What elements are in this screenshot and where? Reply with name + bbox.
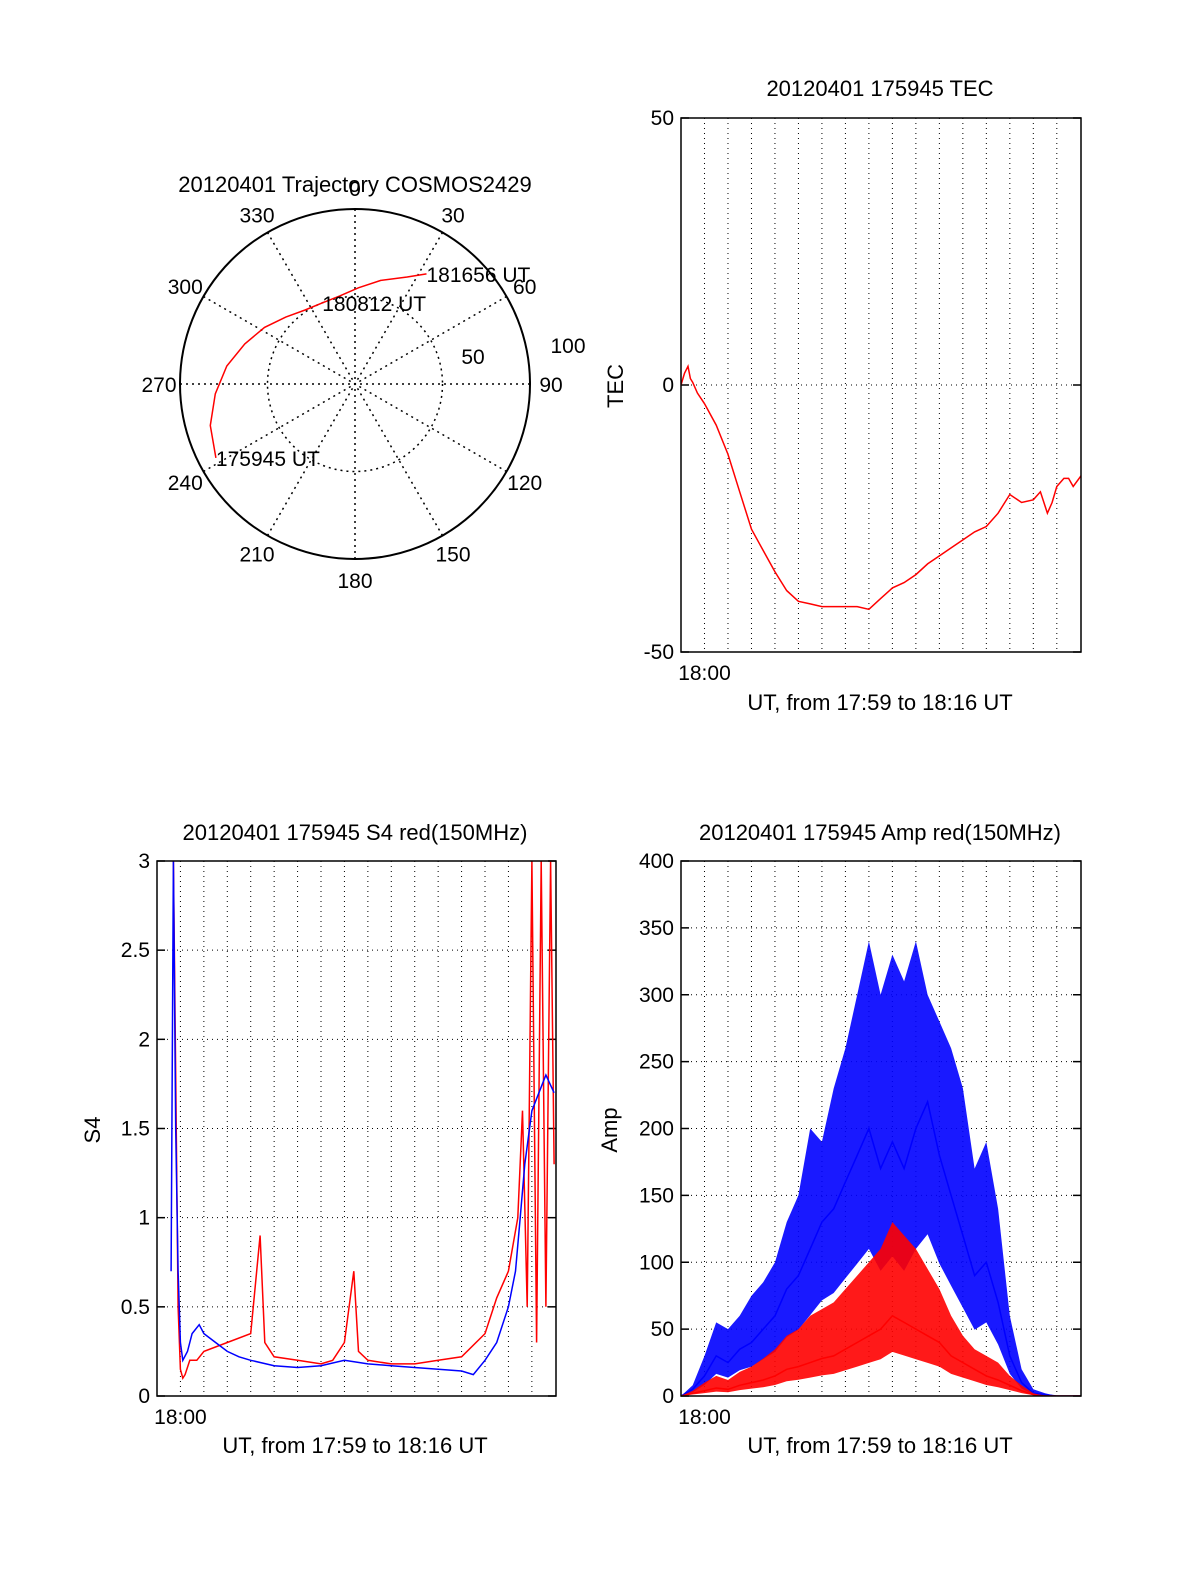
s4-grid: 0 0.5 1 1.5 2 2.5 3 18:00 [121,850,556,1429]
polar-series [209,273,427,459]
s4-ytick-label: 0 [138,1385,150,1408]
polar-azimuth-label: 300 [168,276,203,299]
amp-frame [680,860,1082,1397]
s4-title: 20120401 175945 S4 red(150MHz) [183,820,528,845]
polar-azimuth-label: 150 [435,544,470,567]
polar-azimuth-label: 90 [539,374,562,397]
s4-blue-line [170,861,555,1376]
amp-ytick-label: 0 [662,1385,674,1408]
polar-ring-50 [266,295,444,473]
polar-azimuth-label: 210 [239,544,274,567]
polar-azimuth-label: 330 [239,204,274,227]
amp-ytick-label: 350 [639,917,674,940]
s4-ytick-label: 2 [138,1028,150,1051]
polar-azimuth-label: 180 [337,570,372,593]
tec-xlabel: UT, from 17:59 to 18:16 UT [747,690,1012,715]
amp-ytick-label: 250 [639,1051,674,1074]
tec-xtick-label: 18:00 [678,662,731,685]
amp-ytick-label: 300 [639,984,674,1007]
tec-ytick-label: 0 [662,374,674,397]
polar-spoke [266,232,444,536]
polar-time-annotation: 180812 UT [322,293,426,316]
polar-azimuth-label: 30 [441,204,464,227]
tec-ytick-label: -50 [644,641,674,664]
tec-red-line [681,363,1081,611]
amp-red-envelope [681,1222,1081,1396]
amp-ylabel: Amp [597,1107,622,1152]
s4-ytick-label: 0.5 [121,1296,150,1319]
tec-ylabel: TEC [603,364,628,408]
polar-radius-label: 50 [461,346,484,369]
s4-series-group [170,861,555,1381]
tec-title: 20120401 175945 TEC [766,76,993,101]
tec-series-group [681,363,1081,611]
amp-ytick-label: 200 [639,1118,674,1141]
s4-xlabel: UT, from 17:59 to 18:16 UT [222,1433,487,1458]
polar-azimuth-label: 240 [168,472,203,495]
polar-azimuth-label: 270 [141,374,176,397]
polar-time-annotation: 175945 UT [216,448,320,471]
polar-azimuth-label: 120 [507,472,542,495]
amp-series-group [681,941,1081,1396]
polar-time-annotation: 181656 UT [426,264,530,287]
amp-xlabel: UT, from 17:59 to 18:16 UT [747,1433,1012,1458]
amp-ytick-label: 100 [639,1251,674,1274]
polar-outer-ring [179,208,531,560]
s4-red-line [172,861,555,1381]
polar-trajectory-line [209,273,427,459]
s4-ytick-label: 2.5 [121,939,150,962]
polar-grid [180,209,530,559]
polar-title: 20120401 Trajectory COSMOS2429 [178,172,531,197]
s4-ylabel: S4 [80,1117,105,1144]
tec-grid: -50 0 50 18:00 [644,107,1081,685]
s4-ytick-label: 1 [138,1207,150,1230]
polar-radius-label: 100 [550,335,585,358]
polar-azimuth-label: 60 [513,276,536,299]
amp-blue-line [681,1099,1081,1396]
s4-xtick-label: 18:00 [154,1406,207,1429]
amp-title: 20120401 175945 Amp red(150MHz) [699,820,1061,845]
amp-red-line [681,1314,1081,1396]
tec-ytick-label: 50 [651,107,674,130]
amp-ytick-label: 50 [651,1318,674,1341]
s4-frame [156,860,557,1397]
amp-ytick-label: 400 [639,850,674,873]
amp-ytick-label: 150 [639,1184,674,1207]
amp-xtick-label: 18:00 [678,1406,731,1429]
polar-azimuth-label: 0 [349,178,361,201]
polar-labels: 0 30 60 90 120 150 180 210 240 270 300 330 50 100 1816… [141,178,585,593]
polar-trajectory-plot: 20120401 Trajectory COSMOS2429 0 30 60 90 12… [141,172,585,593]
tec-frame [680,117,1082,653]
tec-plot: 20120401 175945 TEC UT, from 17:59 to 18… [603,76,1082,715]
s4-ytick-label: 1.5 [121,1118,150,1141]
amp-plot: 20120401 175945 Amp red(150MHz) UT, from… [597,820,1082,1458]
s4-plot: 20120401 175945 S4 red(150MHz) UT, from … [80,820,557,1458]
s4-ytick-label: 3 [138,850,150,873]
